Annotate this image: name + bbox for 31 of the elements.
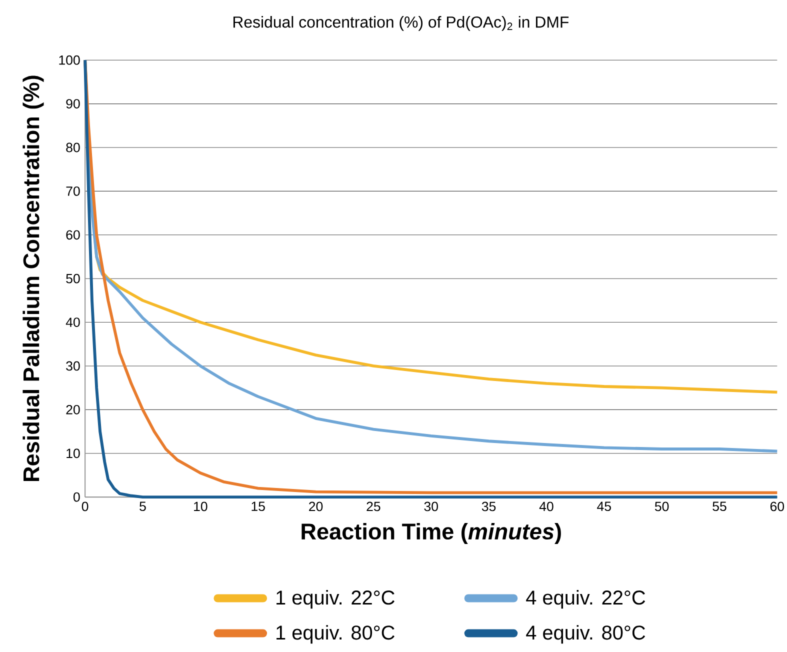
y-tick-label: 0	[73, 492, 80, 502]
x-tick-label: 45	[597, 502, 611, 512]
chart-title: Residual concentration (%) of Pd(OAc)$_{2}$ in DMF	[233, 16, 569, 31]
x-tick-label: 15	[252, 502, 265, 512]
y-tick-label: 70	[66, 186, 80, 196]
y-tick-label: 40	[66, 318, 80, 327]
legend-label: 1 equiv. 80°C	[276, 625, 394, 644]
y-tick-label: 100	[59, 55, 80, 65]
x-tick-label: 10	[194, 502, 208, 512]
x-tick-label: 25	[366, 502, 380, 512]
x-tick-label: 40	[539, 502, 554, 512]
x-tick-label: 30	[424, 502, 438, 512]
y-tick-label: 30	[66, 361, 80, 371]
x-tick-label: 20	[309, 502, 323, 512]
x-tick-label: 0	[82, 502, 88, 512]
x-tick-label: 35	[482, 502, 496, 512]
x-tick-label: 50	[654, 502, 669, 512]
y-tick-label: 50	[66, 274, 80, 284]
legend-label: 4 equiv. 22°C	[526, 590, 646, 609]
x-tick-label: 60	[770, 502, 784, 512]
legend-label: 4 equiv. 80°C	[526, 625, 646, 644]
y-tick-label: 80	[66, 142, 80, 152]
x-tick-label: 55	[712, 502, 726, 512]
y-tick-label: 60	[66, 230, 80, 240]
x-tick-label: 5	[140, 502, 146, 512]
y-axis-title: Residual Palladium Concentration (%)	[22, 76, 44, 481]
y-tick-label: 20	[66, 404, 80, 414]
y-tick-label: 10	[66, 448, 80, 458]
legend-label: 1 equiv. 22°C	[276, 590, 394, 609]
y-tick-label: 90	[66, 99, 80, 108]
x-axis-title: Reaction Time (minutes)	[302, 522, 561, 544]
